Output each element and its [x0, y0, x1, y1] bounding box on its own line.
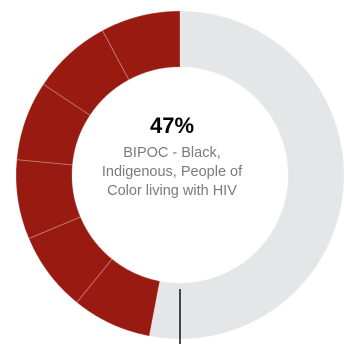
highlighted-slice-segment — [16, 83, 91, 166]
highlighted-slice-segment — [101, 10, 181, 81]
highlighted-slice-segment — [28, 216, 113, 304]
